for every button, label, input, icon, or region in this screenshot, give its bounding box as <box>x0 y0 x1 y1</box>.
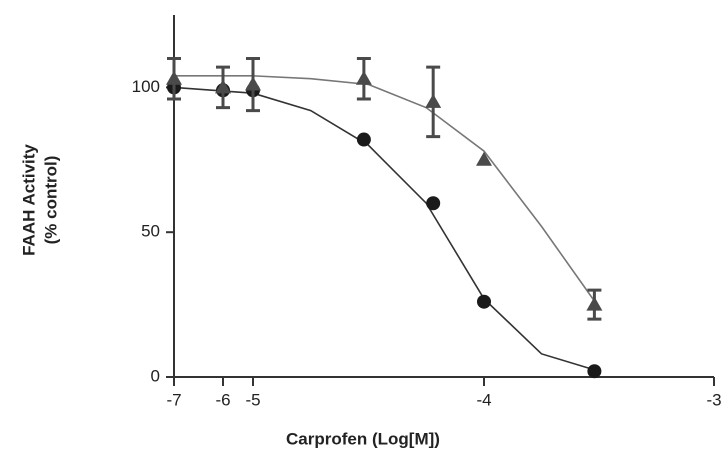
x-tick-label: -5 <box>245 390 260 409</box>
data-point <box>426 196 441 211</box>
fit-curve <box>173 86 600 372</box>
x-tick-label: -7 <box>166 390 181 409</box>
y-tick-label: 100 <box>132 77 160 96</box>
data-point <box>245 76 261 91</box>
data-point <box>587 364 602 379</box>
y-axis-label: FAAH Activity <box>19 144 38 256</box>
x-axis-label: Carprofen (Log[M]) <box>286 429 440 448</box>
y-tick-label: 50 <box>141 222 160 241</box>
data-point <box>425 93 442 108</box>
data-point <box>215 79 231 94</box>
x-tick-label: -3 <box>706 390 721 409</box>
data-point <box>356 132 371 147</box>
data-point <box>355 70 372 85</box>
data-point <box>476 151 492 166</box>
y-axis-label: (% control) <box>41 156 60 245</box>
data-point <box>166 70 182 85</box>
data-point <box>477 294 491 309</box>
x-tick-label: -6 <box>215 390 230 409</box>
x-tick-label: -4 <box>476 390 491 409</box>
data-point <box>586 296 603 311</box>
fit-curve <box>174 75 600 308</box>
y-tick-label: 0 <box>151 366 160 385</box>
